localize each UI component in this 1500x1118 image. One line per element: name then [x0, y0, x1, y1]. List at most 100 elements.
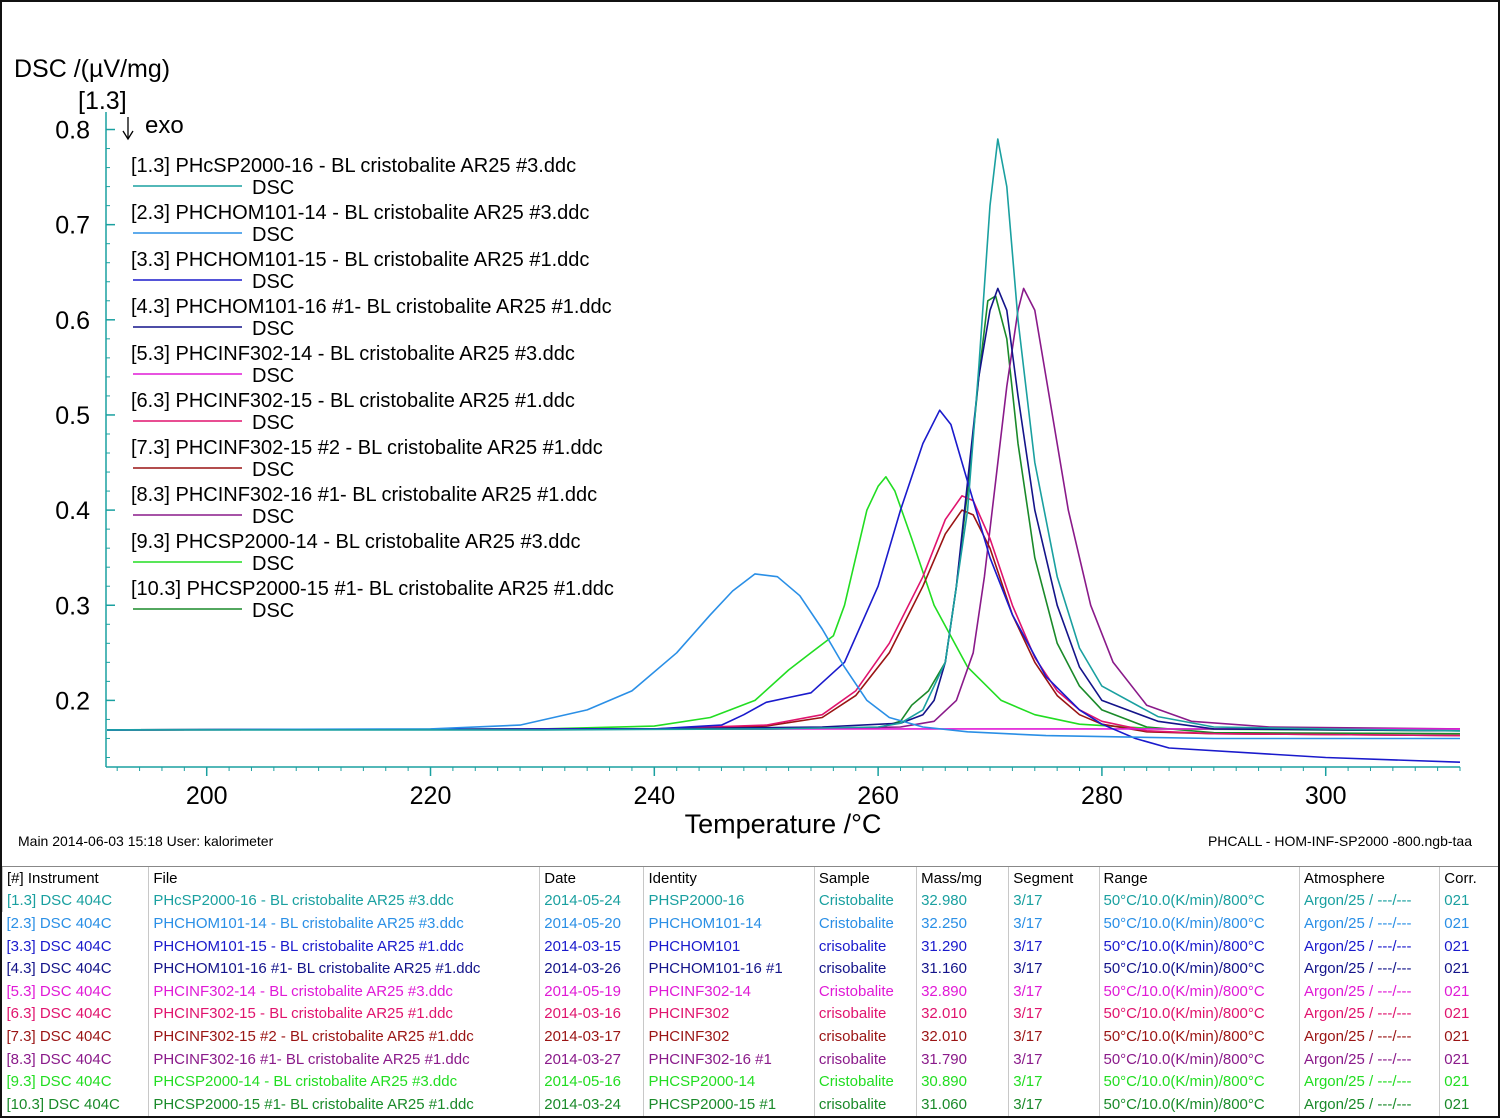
table-cell: 32.890 — [916, 979, 1009, 1003]
table-cell: Argon/25 / ---/--- — [1298, 934, 1440, 958]
y-tick-label: 0.3 — [55, 592, 90, 620]
legend-entry-sublabel: DSC — [252, 365, 294, 387]
series-line — [107, 138, 1461, 732]
table-cell: 2014-05-24 — [539, 889, 644, 913]
exo-arrow-head-icon — [122, 130, 134, 141]
x-tick-label: 260 — [857, 782, 899, 810]
table-cell: PHCINF302-16 #1 — [643, 1047, 815, 1071]
table-cell: 2014-03-17 — [539, 1025, 644, 1048]
x-tick-label: 220 — [410, 782, 452, 810]
series-line — [107, 409, 1461, 763]
legend-entry-sublabel: DSC — [252, 224, 294, 246]
table-cell: PHCHOM101 — [643, 934, 815, 958]
table-cell: crisobalite — [813, 957, 917, 980]
table-row: [9.3] DSC 404C PHCSP2000-14 - BL cristoba… — [3, 1070, 1498, 1093]
table-cell: 3/17 — [1008, 889, 1099, 913]
table-cell: 3/17 — [1008, 934, 1099, 958]
legend-entry-sublabel: DSC — [252, 177, 294, 199]
table-row: [2.3] DSC 404C PHCHOM101-14 - BL cristoba… — [3, 912, 1498, 935]
table-header-cell: Range — [1098, 865, 1300, 890]
table-cell: [6.3] DSC 404C — [6, 1005, 112, 1023]
table-cell: 021 — [1439, 934, 1498, 958]
table-cell: 32.250 — [916, 912, 1009, 935]
table-cell: PHCHOM101-15 - BL cristobalite AR25 #1.d… — [148, 934, 540, 958]
table-cell: PHCINF302-14 — [643, 979, 815, 1003]
table-header-cell: Atmosphere — [1298, 865, 1440, 890]
table-row: [1.3] DSC 404C PHcSP2000-16 - BL cristoba… — [1, 889, 1498, 913]
table-cell: 32.980 — [916, 889, 1009, 913]
table-cell: Argon/25 / ---/--- — [1298, 1002, 1440, 1026]
table-cell: 50°C/10.0(K/min)/800°C — [1098, 1002, 1300, 1026]
table-cell: 2014-05-20 — [539, 912, 644, 935]
table-cell: 32.010 — [916, 1002, 1009, 1026]
table-cell: 3/17 — [1008, 912, 1099, 935]
legend-entry-sublabel: DSC — [252, 412, 294, 434]
table-cell: 50°C/10.0(K/min)/800°C — [1098, 1047, 1300, 1071]
table-cell: 021 — [1439, 1047, 1498, 1071]
table-cell: Argon/25 / ---/--- — [1298, 979, 1440, 1003]
table-row: [5.3] DSC 404C PHCINF302-14 - BL cristoba… — [3, 979, 1498, 1003]
footer-file-name: PHCALL - HOM-INF-SP2000 -800.ngb-taa — [1207, 833, 1472, 849]
table-cell: 2014-05-16 — [539, 1070, 644, 1093]
x-tick-label: 240 — [633, 782, 675, 810]
table-cell: 021 — [1439, 957, 1498, 980]
footer-left-info: Main 2014-06-03 15:18 User: kalorimeter — [18, 833, 274, 849]
table-row: [8.3] DSC 404C PHCINF302-16 #1- BL cristo… — [3, 1047, 1498, 1071]
table-cell: 50°C/10.0(K/min)/800°C — [1098, 934, 1300, 958]
table-cell: 32.010 — [916, 1025, 1009, 1048]
table-cell: Argon/25 / ---/--- — [1298, 889, 1440, 913]
table-cell: 50°C/10.0(K/min)/800°C — [1098, 979, 1300, 1003]
table-cell: crisobalite — [813, 1025, 917, 1048]
table-cell: PHCINF302 — [643, 1002, 815, 1026]
table-cell: 31.160 — [916, 957, 1009, 980]
table-cell: 50°C/10.0(K/min)/800°C — [1098, 957, 1300, 980]
table-header-cell: Sample — [813, 865, 917, 890]
table-body: [1.3] DSC 404C PHcSP2000-16 - BL cristoba… — [1, 889, 1498, 1116]
table-cell: PHCINF302 — [643, 1025, 815, 1048]
table-cell: 3/17 — [1008, 1092, 1099, 1116]
table-cell: crisobalite — [813, 1002, 917, 1026]
table-cell: 021 — [1439, 979, 1498, 1003]
table-cell: 31.290 — [916, 934, 1009, 958]
x-tick-label: 280 — [1081, 782, 1123, 810]
table-cell: crisobalite — [813, 1092, 917, 1116]
table-cell: [8.3] DSC 404C — [6, 1050, 112, 1068]
y-tick-label: 0.4 — [55, 497, 90, 525]
table-header-cell: Segment — [1008, 865, 1099, 890]
table-cell: PHSP2000-16 — [643, 889, 815, 913]
table-cell: [3.3] DSC 404C — [6, 937, 112, 955]
table-cell: 021 — [1439, 1092, 1498, 1116]
table-cell: 3/17 — [1008, 1047, 1099, 1071]
table-cell: 50°C/10.0(K/min)/800°C — [1098, 1070, 1300, 1093]
table-cell: PHcSP2000-16 - BL cristobalite AR25 #3.d… — [148, 889, 540, 913]
legend-entry-sublabel: DSC — [252, 506, 294, 528]
legend-entry-sublabel: DSC — [252, 459, 294, 481]
table-cell: PHCINF302-15 #2 - BL cristobalite AR25 #… — [148, 1025, 540, 1048]
table-cell: 3/17 — [1008, 1070, 1099, 1093]
series-line — [107, 295, 1461, 735]
table-cell: PHCSP2000-14 — [643, 1070, 815, 1093]
table-cell: 2014-03-24 — [539, 1092, 644, 1116]
legend-entry-label: [2.3] PHCHOM101-14 - BL cristobalite AR2… — [131, 202, 589, 224]
legend-entry-label: [1.3] PHcSP2000-16 - BL cristobalite AR2… — [131, 155, 576, 177]
y-tick-label: 0.6 — [55, 307, 90, 335]
table-cell: Cristobalite — [813, 912, 917, 935]
table-cell: Argon/25 / ---/--- — [1298, 912, 1440, 935]
table-cell: PHCSP2000-15 #1- BL cristobalite AR25 #1… — [148, 1092, 540, 1116]
table-cell: PHCINF302-16 #1- BL cristobalite AR25 #1… — [148, 1047, 540, 1071]
table-cell: 2014-03-16 — [539, 1002, 644, 1026]
table-row: [4.3] DSC 404C PHCHOM101-16 #1- BL cristo… — [3, 957, 1498, 980]
table-cell: [4.3] DSC 404C — [6, 960, 112, 978]
table-header-cell: File — [148, 865, 540, 890]
table-cell: Argon/25 / ---/--- — [1298, 1070, 1440, 1093]
table-cell: Cristobalite — [813, 1070, 917, 1093]
legend-entry-label: [8.3] PHCINF302-16 #1- BL cristobalite A… — [131, 484, 597, 506]
y-axis-tag: [1.3] — [78, 87, 127, 115]
table-cell: crisobalite — [813, 1047, 917, 1071]
table-cell: 50°C/10.0(K/min)/800°C — [1098, 889, 1300, 913]
table-cell: PHCHOM101-16 #1 — [643, 957, 815, 980]
legend-entry-sublabel: DSC — [252, 553, 294, 575]
table-cell: 021 — [1439, 1070, 1498, 1093]
legend-entry-label: [5.3] PHCINF302-14 - BL cristobalite AR2… — [131, 343, 575, 365]
legend-entry-label: [4.3] PHCHOM101-16 #1- BL cristobalite A… — [131, 296, 612, 318]
